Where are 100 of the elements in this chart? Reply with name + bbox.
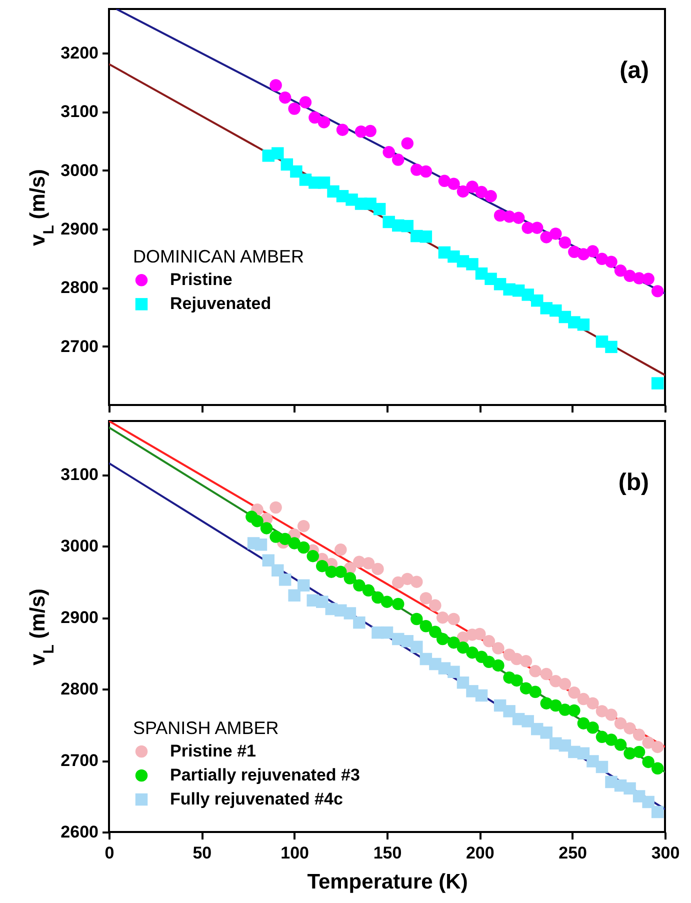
point: [299, 96, 312, 108]
point: [278, 574, 292, 586]
y-tick-label: 3100: [60, 102, 98, 122]
point: [475, 186, 488, 198]
point: [624, 782, 636, 795]
point: [558, 678, 572, 690]
point: [288, 102, 300, 115]
point: [270, 501, 282, 514]
x-tick-label: 300: [651, 844, 680, 862]
point: [420, 620, 432, 632]
x-tick-label: 0: [104, 844, 114, 862]
point: [540, 231, 553, 244]
point: [420, 592, 432, 604]
point: [272, 564, 284, 577]
point: [475, 689, 488, 702]
x-tick-label: 100: [280, 844, 310, 862]
y-tick-label: 3200: [60, 44, 98, 62]
point: [448, 666, 460, 678]
point: [550, 699, 562, 712]
point: [614, 717, 627, 730]
point: [456, 641, 470, 654]
y-tick-label: 3000: [60, 536, 98, 556]
point: [392, 598, 404, 610]
point: [410, 640, 423, 653]
point: [380, 596, 394, 608]
point: [651, 740, 664, 754]
point: [632, 746, 646, 758]
x-tick-label: 250: [558, 844, 588, 862]
point: [372, 591, 384, 604]
point: [448, 178, 460, 190]
point: [297, 541, 310, 554]
point: [392, 154, 404, 166]
point: [492, 642, 504, 654]
point: [420, 165, 432, 178]
point: [651, 285, 664, 298]
point: [448, 612, 460, 626]
point: [466, 258, 478, 270]
point: [512, 212, 525, 224]
point: [362, 557, 375, 570]
point: [605, 708, 618, 721]
point: [540, 668, 553, 680]
point: [373, 202, 386, 216]
legend-title: DOMINICAN AMBER: [133, 246, 304, 267]
y-tick-label: 2600: [60, 822, 98, 842]
legend-title: SPANISH AMBER: [133, 718, 279, 738]
point: [605, 734, 618, 746]
point: [288, 589, 300, 602]
point: [520, 682, 532, 694]
point: [577, 717, 590, 730]
point: [420, 230, 432, 243]
point: [456, 185, 470, 198]
y-tick-label: 2700: [60, 751, 98, 770]
point: [429, 626, 442, 638]
point: [382, 146, 395, 158]
point: [334, 544, 347, 556]
point: [510, 674, 523, 687]
point: [577, 747, 590, 760]
point: [410, 612, 423, 626]
y-tick-label: 2800: [60, 680, 98, 699]
annotation: (b): [618, 469, 649, 496]
point: [651, 762, 664, 774]
point: [522, 715, 534, 728]
point: [364, 124, 376, 138]
point: [482, 656, 496, 668]
point: [336, 124, 349, 136]
legend-label: Partially rejuvenated #3: [170, 766, 360, 784]
point: [484, 190, 497, 202]
point: [568, 686, 580, 699]
point: [362, 584, 375, 597]
point: [586, 697, 599, 710]
point: [596, 760, 608, 774]
point: [436, 611, 449, 624]
point: [353, 579, 366, 592]
legend-label: Fully rejuvenated #4c: [170, 790, 343, 808]
point: [290, 165, 302, 178]
x-axis-title: Temperature (K): [307, 870, 468, 894]
point: [316, 560, 328, 572]
point: [278, 532, 292, 546]
point: [297, 520, 310, 532]
point: [503, 705, 516, 718]
point: [642, 272, 654, 285]
point: [529, 665, 542, 678]
point: [278, 91, 292, 104]
annotation: (a): [620, 57, 649, 84]
point: [605, 340, 618, 354]
point: [586, 245, 599, 258]
point: [316, 596, 328, 608]
point: [251, 514, 264, 528]
point: [586, 722, 599, 734]
point: [270, 79, 282, 92]
point: [318, 176, 330, 189]
point: [520, 655, 532, 668]
point: [318, 116, 330, 128]
point: [605, 256, 618, 268]
point: [344, 607, 356, 620]
y-tick-label: 3100: [60, 465, 98, 484]
point: [558, 236, 572, 249]
point: [466, 646, 478, 659]
point: [529, 686, 542, 698]
point: [334, 566, 347, 578]
